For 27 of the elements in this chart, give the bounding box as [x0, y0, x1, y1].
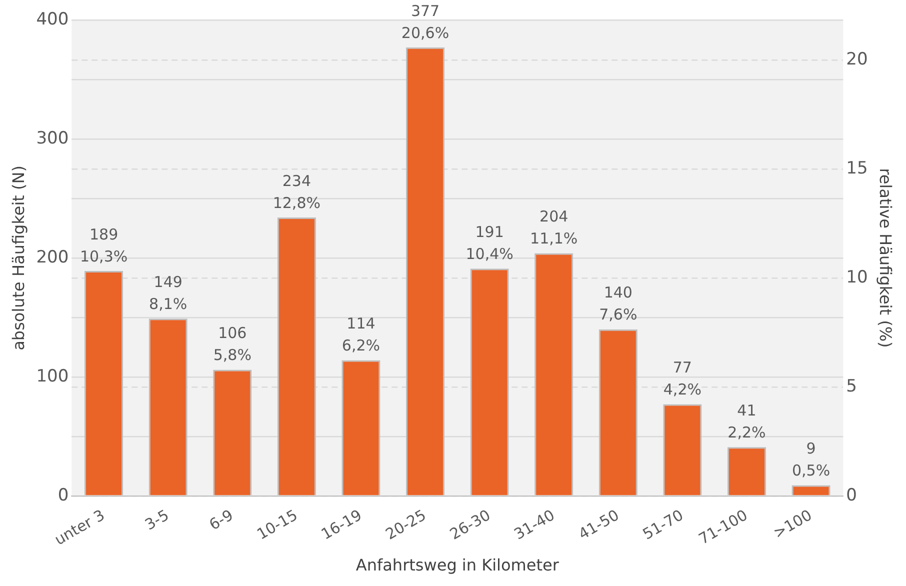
data-label: 114 6,2%	[342, 314, 380, 355]
data-label: 377 20,6%	[401, 2, 450, 42]
data-label: 41 2,2%	[728, 402, 766, 442]
y-tick-label: 0	[58, 485, 69, 506]
y2-tick-label: 0	[846, 485, 857, 506]
y-tick-label: 200	[36, 247, 69, 268]
x-tick-label: 3-5	[142, 506, 172, 534]
y2-tick-label: 15	[846, 158, 868, 179]
x-tick-label: 6-9	[206, 506, 236, 534]
data-label: 106 5,8%	[213, 324, 252, 364]
y-tick-label: 300	[36, 128, 69, 148]
y-tick-label: 400	[36, 9, 69, 30]
data-label: 234 12,8%	[272, 172, 321, 212]
y2-tick-label: 20	[846, 50, 868, 70]
y2-axis-title: relative Häufigkeit (%)	[876, 168, 896, 348]
data-label: 9 0,5%	[792, 440, 830, 480]
data-label: 191 10,4%	[466, 223, 514, 264]
data-label: 204 11,1%	[530, 208, 578, 248]
y-tick-label: 100	[36, 366, 69, 386]
data-label: 140 7,6%	[599, 284, 638, 324]
x-axis-title: Anfahrtsweg in Kilometer	[356, 556, 560, 575]
data-label: 149 8,1%	[149, 273, 188, 314]
y2-tick-label: 5	[846, 376, 857, 396]
y-axis-title: absolute Häufigkeit (N)	[8, 166, 28, 350]
data-label: 189 10,3%	[80, 225, 128, 266]
data-label: 77 4,2%	[663, 358, 702, 399]
y2-tick-label: 10	[846, 268, 868, 288]
